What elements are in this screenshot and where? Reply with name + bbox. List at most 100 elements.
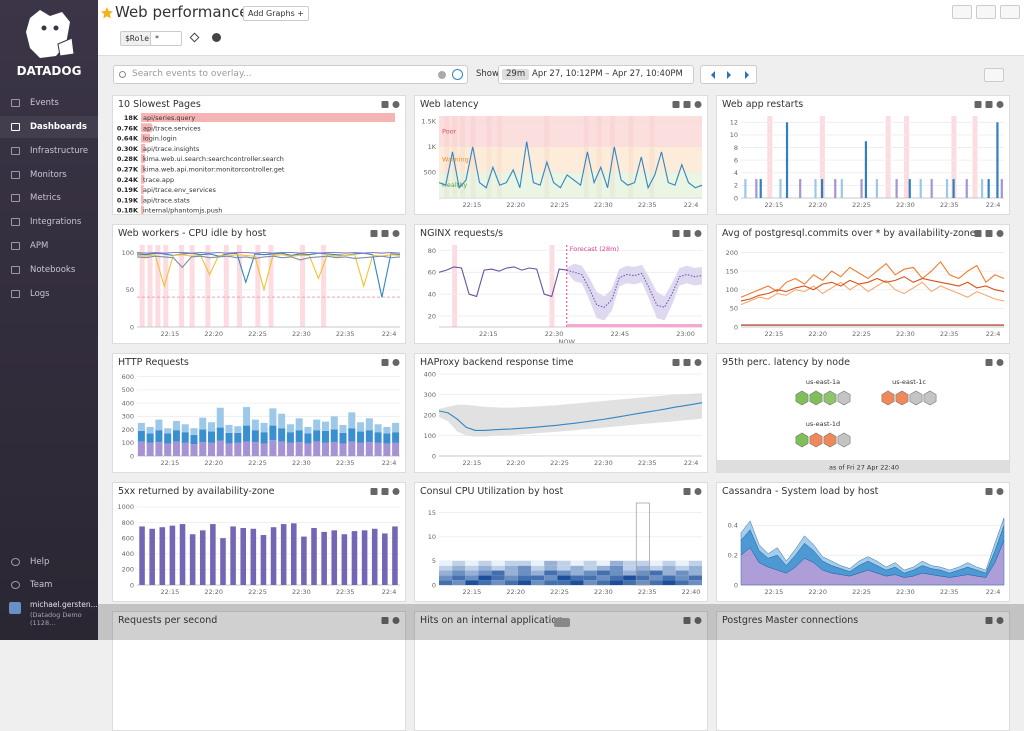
nav-item[interactable]: APM — [0, 235, 98, 257]
bar-segment — [330, 416, 338, 430]
widget[interactable]: HAProxy backend response time 0 100 200 300 4… — [414, 353, 708, 473]
favorite-star[interactable] — [101, 7, 113, 19]
widget-action[interactable] — [985, 359, 993, 366]
host-hex[interactable] — [795, 432, 809, 448]
widget-action[interactable] — [996, 617, 1004, 624]
widget-action[interactable] — [694, 230, 702, 237]
x-tick-label: 22:35 — [638, 588, 657, 596]
widget-action[interactable] — [392, 488, 400, 495]
play-button[interactable] — [727, 71, 735, 79]
host-hex[interactable] — [923, 390, 937, 406]
widget-action[interactable] — [694, 617, 702, 624]
widget-canvas: NGINX requests/s 20 40 60 80 22:15 22:30 22:45 2… — [420, 228, 703, 343]
widget-action[interactable] — [683, 230, 691, 237]
nav-item[interactable]: Infrastructure — [0, 140, 98, 162]
forward-button[interactable] — [745, 71, 753, 79]
widget-action[interactable] — [683, 359, 691, 366]
widget-action[interactable] — [381, 488, 389, 495]
bar — [744, 179, 747, 198]
widget[interactable]: Consul CPU Utilization by host 0 5 10 15 22:1… — [414, 482, 708, 602]
widget[interactable]: HTTP Requests 0 100 200 300 400 500 600 22:15 22:… — [112, 353, 406, 473]
widget-action[interactable] — [683, 101, 691, 108]
nav-item[interactable]: Metrics — [0, 187, 98, 209]
nav-item[interactable]: Notebooks — [0, 259, 98, 281]
widget-action[interactable] — [672, 101, 680, 108]
widget-action[interactable] — [392, 617, 400, 624]
widget-action[interactable] — [392, 359, 400, 366]
host-hex[interactable] — [837, 432, 851, 448]
widget[interactable]: 10 Slowest Pages 18K api/series.query 0.76K… — [112, 95, 406, 215]
host-hex[interactable] — [909, 390, 923, 406]
live-icon[interactable] — [452, 69, 463, 80]
nav-item[interactable]: Dashboards — [0, 116, 98, 138]
info-button[interactable] — [976, 5, 996, 19]
widget-action[interactable] — [996, 101, 1004, 108]
widget-action[interactable] — [974, 101, 982, 108]
widget-action[interactable] — [381, 617, 389, 624]
widget-action[interactable] — [392, 230, 400, 237]
keyboard-button[interactable] — [984, 68, 1004, 82]
widget-action[interactable] — [985, 230, 993, 237]
help-icon[interactable] — [212, 33, 221, 42]
widget-action[interactable] — [381, 101, 389, 108]
widget[interactable]: 5xx returned by availability-zone 0 200 400… — [112, 482, 406, 602]
widget[interactable]: Cassandra - System load by host 0 0.2 0.4 22… — [716, 482, 1010, 602]
threshold-band — [439, 116, 702, 147]
host-hex[interactable] — [795, 390, 809, 406]
widget-action[interactable] — [392, 101, 400, 108]
widget-action[interactable] — [683, 617, 691, 624]
template-value[interactable]: * — [150, 31, 182, 46]
widget-action[interactable] — [694, 359, 702, 366]
nav-item[interactable]: Events — [0, 92, 98, 114]
event-search[interactable]: Search events to overlay... — [113, 65, 468, 84]
nav-item[interactable]: Team — [0, 574, 98, 596]
clear-icon[interactable] — [438, 71, 446, 79]
widget-action[interactable] — [985, 488, 993, 495]
widget-action[interactable] — [694, 101, 702, 108]
host-hex[interactable] — [837, 390, 851, 406]
event-overlay — [452, 245, 458, 327]
widget-action[interactable] — [694, 488, 702, 495]
resize-handle[interactable] — [554, 618, 570, 627]
host-hex[interactable] — [895, 390, 909, 406]
host-hex[interactable] — [809, 432, 823, 448]
time-selector[interactable]: 29m Apr 27, 10:12PM – Apr 27, 10:40PM — [498, 65, 694, 84]
nav-item[interactable]: Help — [0, 551, 98, 573]
widget-action[interactable] — [974, 230, 982, 237]
user-name[interactable]: michael.gersten... — [30, 600, 98, 609]
threshold-band — [439, 146, 702, 173]
widget[interactable]: Web workers - CPU idle by host 0 50 100 22:1… — [112, 224, 406, 344]
widget-action[interactable] — [985, 101, 993, 108]
host-hex[interactable] — [823, 432, 837, 448]
widget-action[interactable] — [672, 230, 680, 237]
add-graphs-button[interactable]: Add Graphs + — [243, 6, 309, 21]
settings-button[interactable] — [1000, 5, 1020, 19]
widget-action[interactable] — [370, 230, 378, 237]
widget-action[interactable] — [381, 359, 389, 366]
widget[interactable]: NGINX requests/s 20 40 60 80 22:15 22:30 22:45 2… — [414, 224, 708, 344]
host-hex[interactable] — [881, 390, 895, 406]
widget-action[interactable] — [996, 359, 1004, 366]
widget[interactable]: 95th perc. latency by node us-east-1a us-e… — [716, 353, 1010, 473]
tv-mode-button[interactable] — [952, 5, 972, 19]
nav-label: Dashboards — [30, 122, 87, 132]
bar — [895, 179, 898, 198]
widget-action[interactable] — [996, 488, 1004, 495]
bar-segment — [137, 441, 145, 456]
widget-action[interactable] — [381, 230, 389, 237]
host-hex[interactable] — [823, 390, 837, 406]
back-button[interactable] — [707, 71, 715, 79]
host-hex[interactable] — [809, 390, 823, 406]
widget-action[interactable] — [370, 488, 378, 495]
time-controls[interactable] — [700, 65, 757, 84]
widget[interactable]: Web app restarts 0 2 4 6 8 10 12 22:15 22:20 22:25… — [716, 95, 1010, 215]
widget[interactable]: Web latency 500 1K 1.5K 22:15 22:20 22:25 22:30… — [414, 95, 708, 215]
widget-action[interactable] — [672, 359, 680, 366]
nav-item[interactable]: Logs — [0, 283, 98, 305]
widget-action[interactable] — [683, 488, 691, 495]
widget-action[interactable] — [985, 617, 993, 624]
widget[interactable]: Avg of postgresql.commits over * by avai… — [716, 224, 1010, 344]
nav-item[interactable]: Monitors — [0, 164, 98, 186]
nav-item[interactable]: Integrations — [0, 211, 98, 233]
widget-action[interactable] — [996, 230, 1004, 237]
